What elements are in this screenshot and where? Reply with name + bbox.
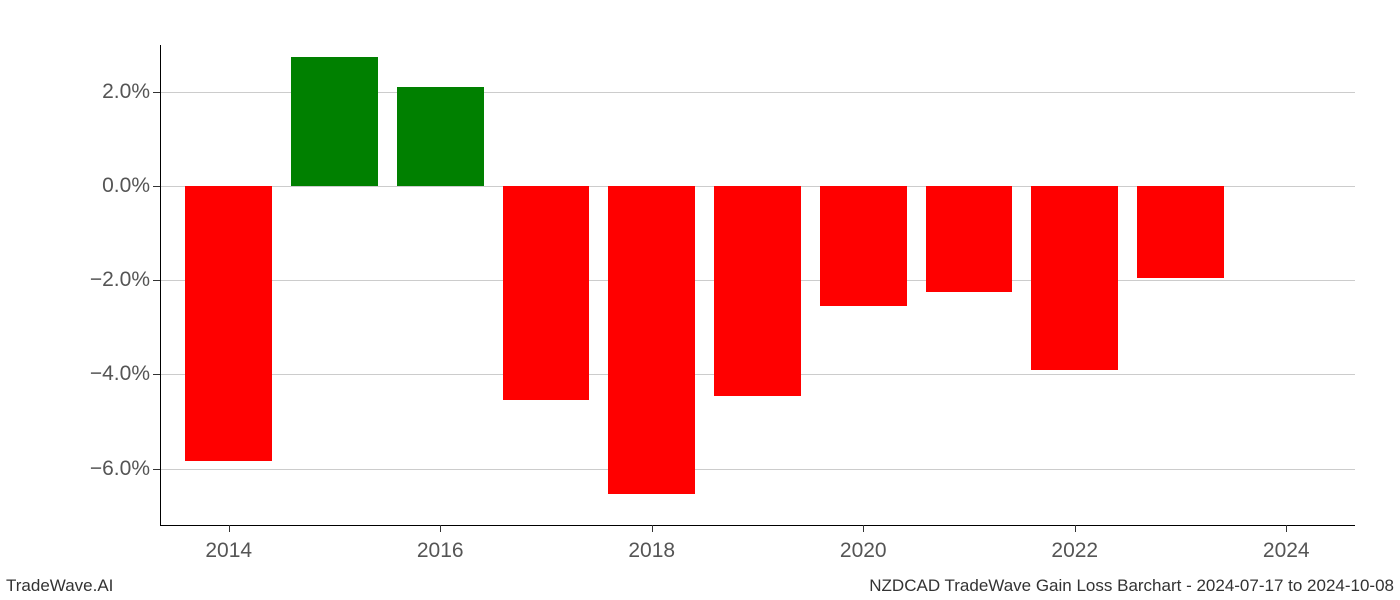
- y-axis-line: [160, 45, 161, 525]
- y-tick-label: 0.0%: [102, 174, 160, 198]
- bar: [397, 87, 484, 186]
- x-tick-label: 2016: [417, 525, 464, 563]
- footer-right-label: NZDCAD TradeWave Gain Loss Barchart - 20…: [869, 576, 1394, 596]
- x-tick-label: 2018: [628, 525, 675, 563]
- y-tick-label: 2.0%: [102, 80, 160, 104]
- bar: [185, 186, 272, 461]
- bar: [608, 186, 695, 494]
- bar: [820, 186, 907, 306]
- x-tick-label: 2022: [1051, 525, 1098, 563]
- plot-area: −6.0%−4.0%−2.0%0.0%2.0%20142016201820202…: [160, 45, 1355, 525]
- bar: [1031, 186, 1118, 370]
- y-tick-label: −2.0%: [90, 268, 160, 292]
- gridline: [160, 469, 1355, 470]
- y-tick-label: −4.0%: [90, 362, 160, 386]
- x-axis-line: [160, 525, 1355, 526]
- bar: [1137, 186, 1224, 278]
- chart-canvas: −6.0% −4.0% −2.0% 0.0% 2.0% 2014 2016 2018 2020 2…: [0, 0, 1400, 600]
- y-tick-label: −6.0%: [90, 457, 160, 481]
- x-tick-label: 2020: [840, 525, 887, 563]
- bar: [291, 57, 378, 186]
- bar: [503, 186, 590, 400]
- x-tick-label: 2014: [205, 525, 252, 563]
- x-tick-label: 2024: [1263, 525, 1310, 563]
- footer-left-label: TradeWave.AI: [6, 576, 113, 596]
- bar: [926, 186, 1013, 292]
- bar: [714, 186, 801, 395]
